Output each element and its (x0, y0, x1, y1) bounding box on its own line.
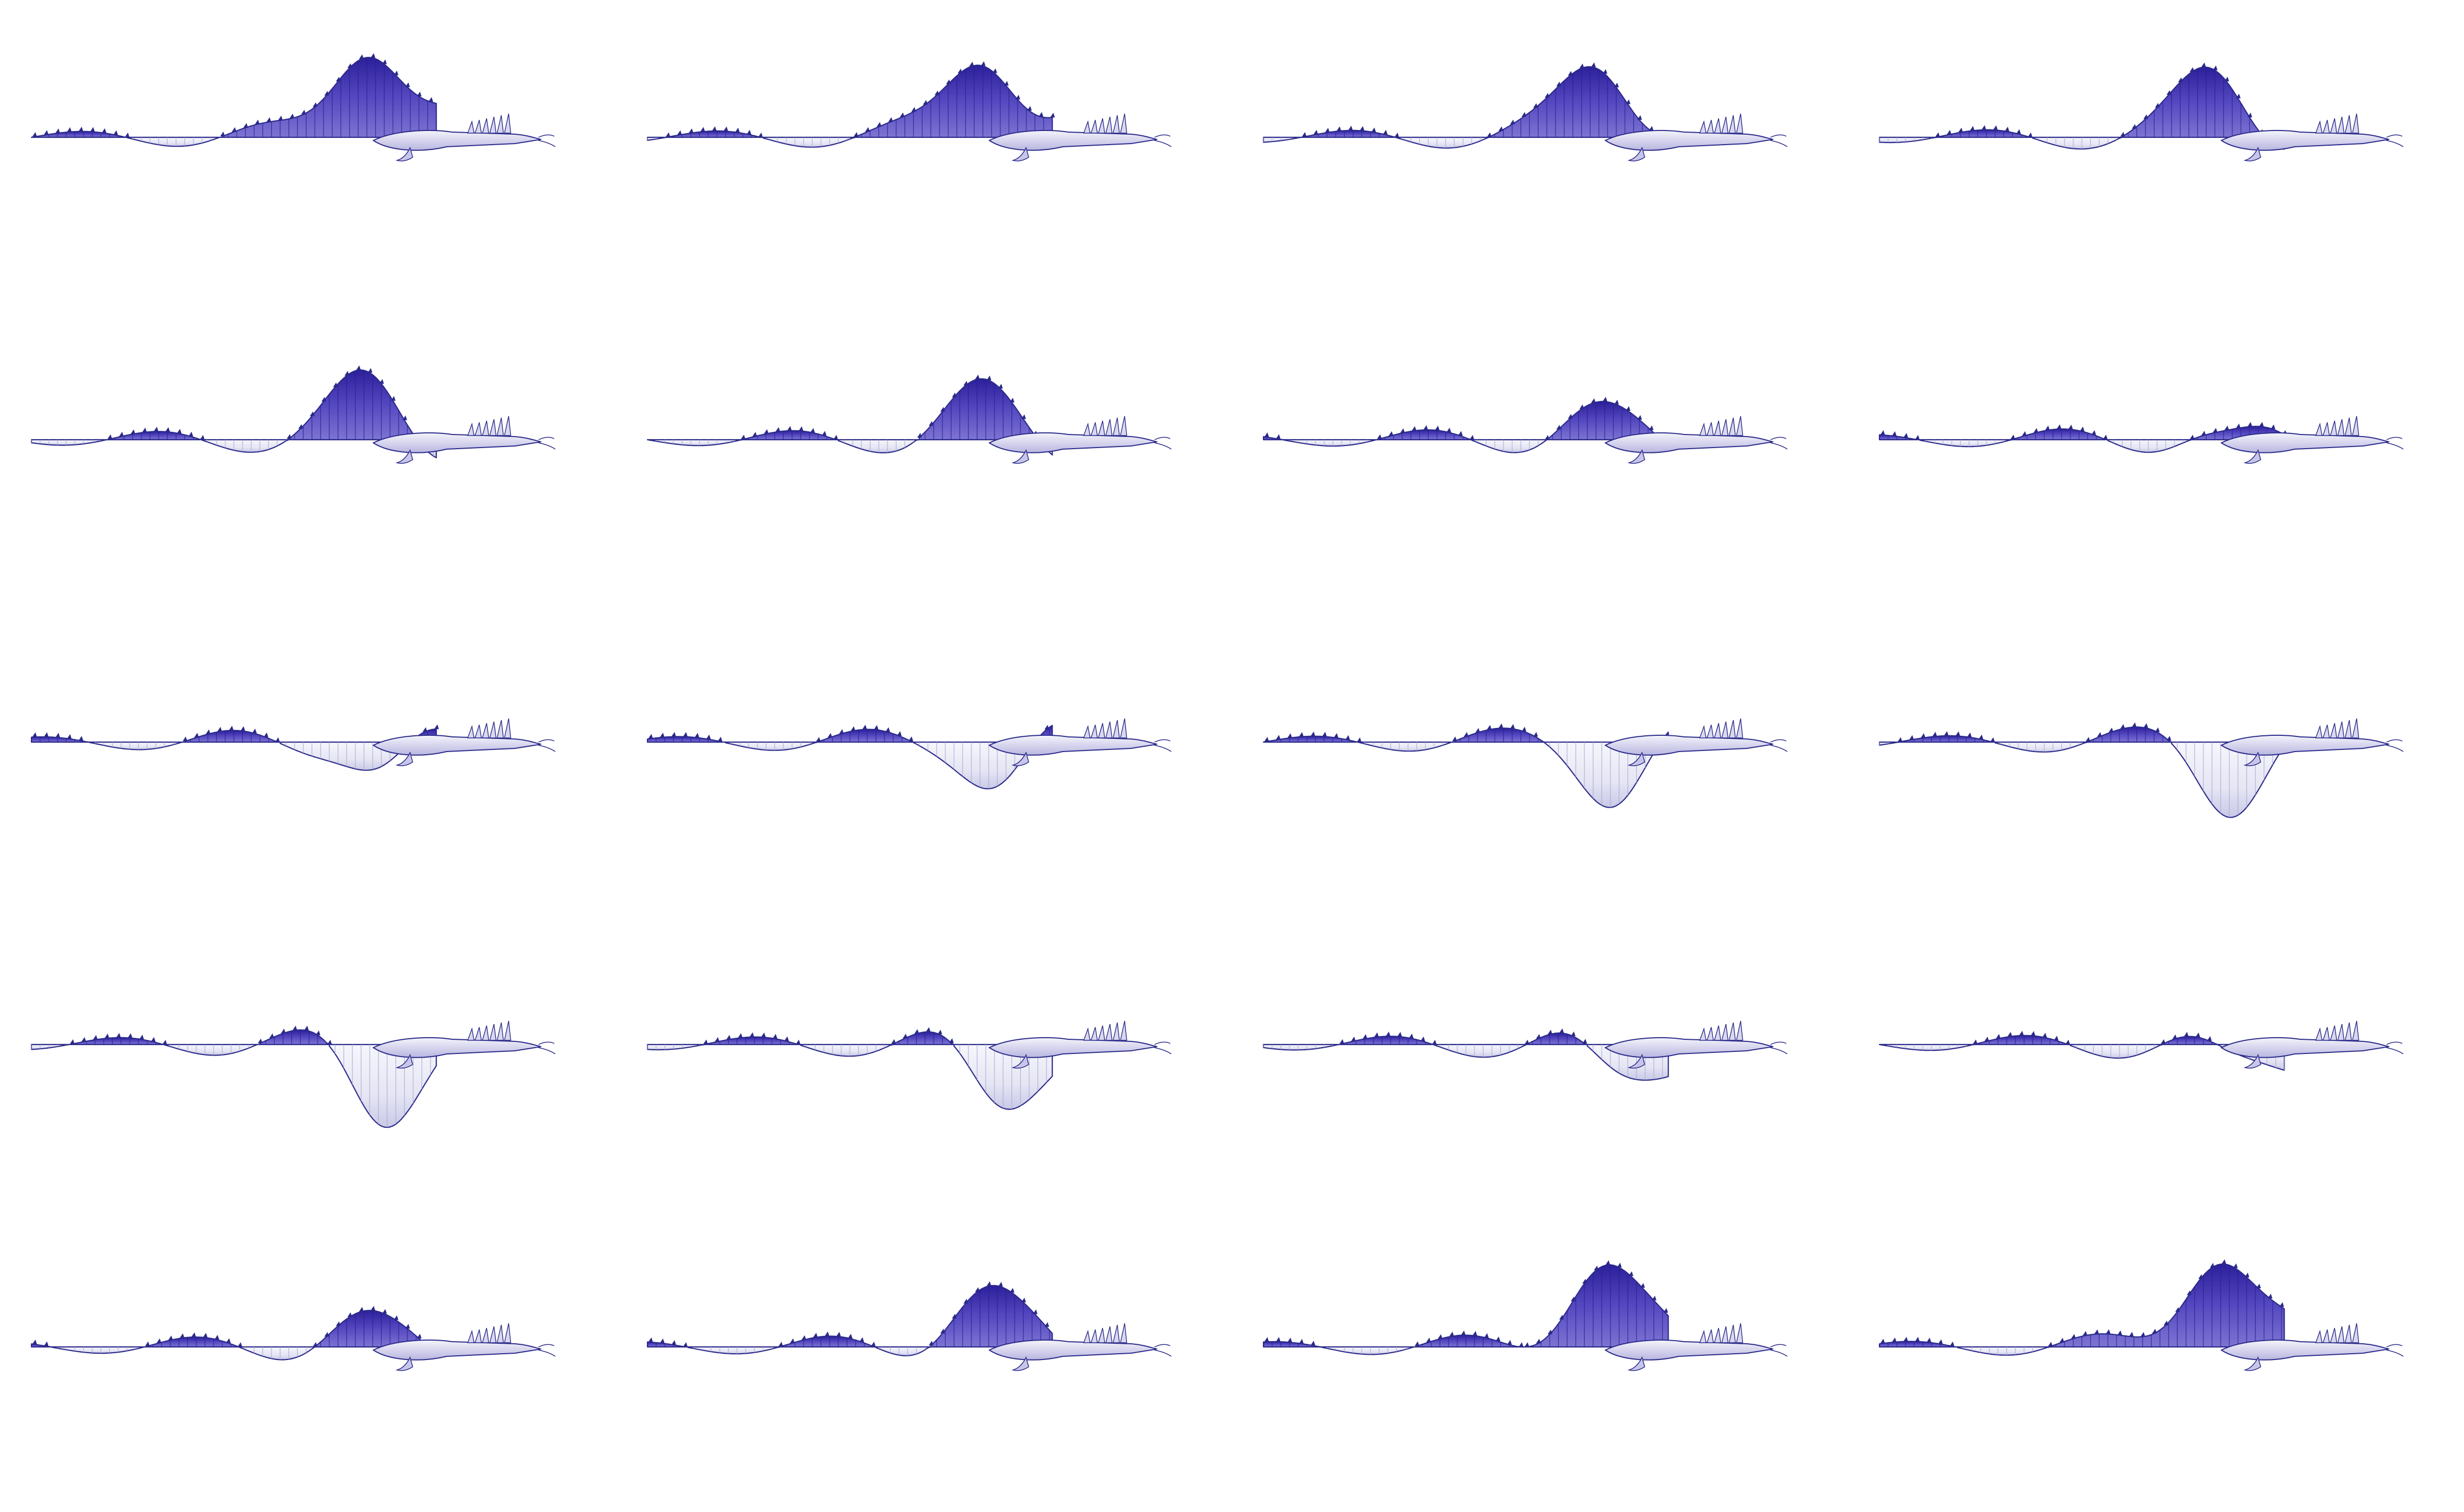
dark-membrane-segment (855, 64, 1053, 138)
dark-membrane-segment (2162, 1036, 2219, 1046)
light-membrane-segment (201, 439, 289, 453)
light-membrane-segment (875, 1346, 932, 1356)
dragon-body (1604, 130, 1774, 151)
dragon-frame-8 (1878, 416, 2404, 464)
light-membrane-segment (164, 1043, 261, 1056)
dragon-frame-11 (1262, 718, 1788, 808)
light-membrane-segment (126, 136, 223, 147)
light-membrane-segment (239, 1346, 316, 1361)
dark-membrane-segment (1488, 66, 1669, 138)
dark-membrane-segment (1878, 434, 1921, 441)
light-membrane-segment (2107, 439, 2192, 453)
dragon-body (988, 1340, 1158, 1361)
dragon-frame-13 (30, 1020, 556, 1128)
dragon-frame-16 (1878, 1020, 2404, 1071)
dragon-frame-7 (1262, 397, 1788, 464)
dragon-body (372, 1340, 542, 1361)
light-membrane-segment (2032, 136, 2123, 150)
dragon-body (2220, 735, 2390, 756)
dragon-frame-1 (30, 53, 556, 161)
dragon-frame-20 (1878, 1259, 2404, 1371)
dragon-body (1604, 432, 1774, 453)
light-membrane-segment (2069, 1043, 2164, 1059)
dark-membrane-segment (2122, 67, 2268, 138)
dragon-body (1604, 1340, 1774, 1361)
dragon-body (372, 1037, 542, 1058)
dragon-body (1604, 1037, 1774, 1058)
dragon-frame-2 (646, 61, 1172, 161)
light-membrane-segment (1321, 1346, 1418, 1355)
light-membrane-segment (89, 741, 186, 750)
dark-membrane-segment (1878, 1341, 1958, 1348)
dragon-body (372, 432, 542, 453)
light-membrane-segment (1878, 1043, 1976, 1051)
dark-membrane-segment (30, 1343, 52, 1348)
dragon-body (372, 130, 542, 151)
light-membrane-segment (1433, 1043, 1527, 1058)
dragon-body (2220, 1340, 2390, 1361)
light-membrane-segment (1396, 136, 1490, 149)
dragon-body (988, 432, 1158, 453)
frames-layer (30, 53, 2404, 1371)
light-membrane-segment (1283, 439, 1380, 447)
dragon-body (372, 735, 542, 756)
light-membrane-segment (800, 1043, 894, 1057)
light-membrane-segment (1262, 136, 1305, 143)
light-membrane-segment (762, 136, 857, 148)
light-membrane-segment (646, 136, 668, 141)
dark-membrane-segment (288, 369, 420, 441)
dragon-frame-15 (1262, 1020, 1788, 1081)
light-membrane-segment (1262, 1043, 1342, 1051)
light-membrane-segment (1471, 439, 1548, 453)
dragon-frame-12 (1878, 718, 2404, 818)
light-membrane-segment (51, 1346, 148, 1354)
dark-membrane-segment (146, 1336, 241, 1348)
light-membrane-segment (913, 741, 1036, 790)
dark-membrane-segment (646, 736, 726, 743)
light-membrane-segment (1957, 1346, 2051, 1356)
light-membrane-segment (1994, 741, 2089, 753)
dark-membrane-segment (1416, 1334, 1521, 1348)
dark-membrane-segment (646, 1341, 689, 1348)
light-membrane-segment (30, 439, 110, 446)
dark-membrane-segment (918, 378, 1042, 441)
dark-membrane-segment (1526, 1264, 1669, 1348)
light-membrane-segment (30, 1043, 73, 1050)
light-membrane-segment (1878, 741, 1900, 746)
dark-membrane-segment (930, 1285, 1053, 1348)
dark-membrane-segment (892, 1031, 955, 1046)
light-membrane-segment (1358, 741, 1455, 752)
dragon-body (988, 735, 1158, 756)
dragon-frame-9 (30, 718, 556, 771)
dragon-body (988, 130, 1158, 151)
light-membrane-segment (687, 1346, 781, 1355)
light-membrane-segment (1919, 439, 2013, 448)
dragon-frame-10 (646, 718, 1172, 790)
dragon-frame-6 (646, 374, 1172, 464)
dragon-body (1604, 735, 1774, 756)
dragon-frame-14 (646, 1020, 1172, 1110)
dragon-frame-5 (30, 365, 556, 464)
dragon-body (2220, 1037, 2390, 1058)
dragon-frame-18 (646, 1281, 1172, 1371)
light-membrane-segment (646, 439, 744, 447)
dragon-frame-17 (30, 1306, 556, 1371)
dark-membrane-segment (1262, 436, 1284, 441)
light-membrane-segment (1543, 741, 1663, 808)
dragon-body (988, 1037, 1158, 1058)
dark-membrane-segment (1526, 1032, 1588, 1046)
dragon-frame-3 (1262, 62, 1788, 161)
dark-membrane-segment (1378, 429, 1473, 441)
dragon-frame-4 (1878, 62, 2404, 161)
dragon-body (2220, 130, 2390, 151)
dragon-frame-19 (1262, 1260, 1788, 1371)
dark-membrane-segment (2049, 1263, 2285, 1348)
light-membrane-segment (725, 741, 819, 751)
dragon-body (2220, 432, 2390, 453)
dark-membrane-segment (221, 57, 437, 138)
